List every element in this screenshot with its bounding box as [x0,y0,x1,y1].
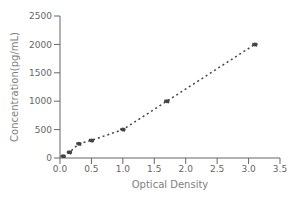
svg-text:3.5: 3.5 [273,164,287,174]
svg-text:2.0: 2.0 [179,164,194,174]
svg-text:2.5: 2.5 [210,164,224,174]
svg-text:1000: 1000 [29,96,52,106]
svg-text:1.0: 1.0 [116,164,131,174]
svg-text:0: 0 [46,153,52,163]
svg-text:500: 500 [35,125,52,135]
svg-text:2000: 2000 [29,40,52,50]
svg-text:0.5: 0.5 [84,164,98,174]
svg-text:Concentration(pg/mL): Concentration(pg/mL) [9,32,20,142]
svg-text:Optical Density: Optical Density [132,179,209,190]
svg-text:1.5: 1.5 [147,164,161,174]
svg-text:0.0: 0.0 [53,164,68,174]
svg-text:1500: 1500 [29,68,52,78]
svg-text:2500: 2500 [29,11,52,21]
svg-text:3.0: 3.0 [241,164,256,174]
